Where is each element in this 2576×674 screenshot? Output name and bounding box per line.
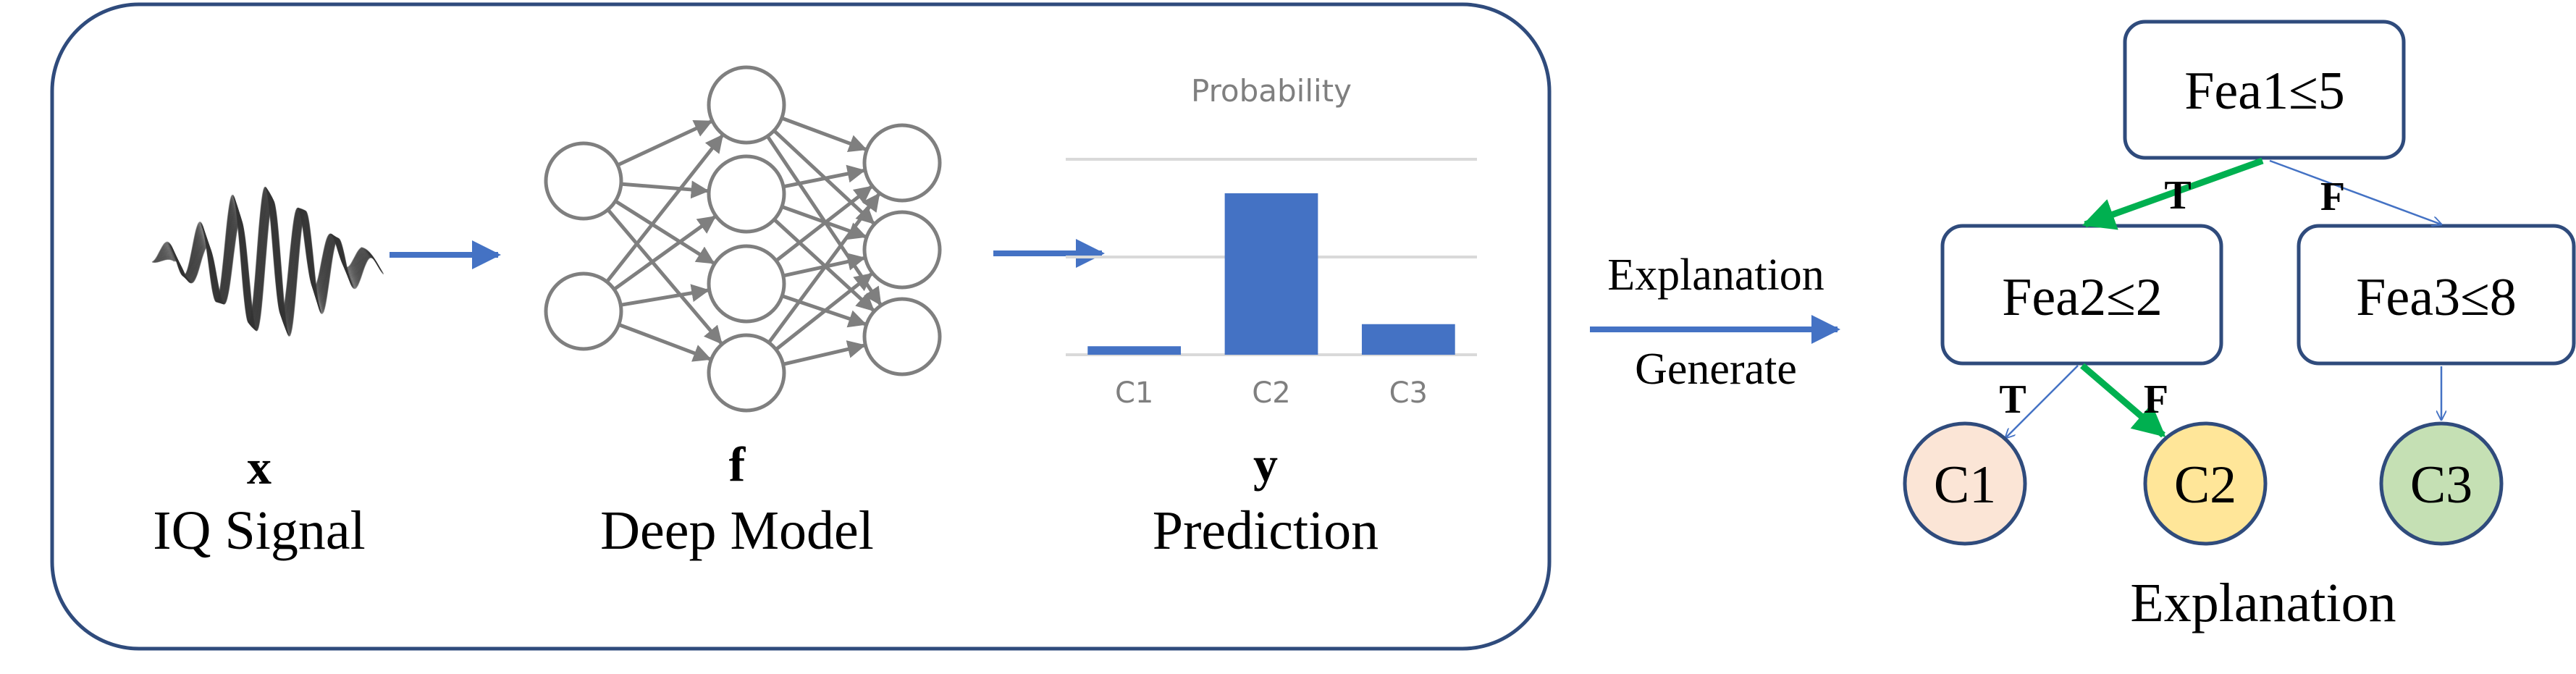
nn-edge [618, 323, 712, 362]
decision-tree: Fea1≤5 Fea2≤2 Fea3≤8 T F T F C1 C2 C3 Ex… [1903, 20, 2576, 633]
leaf-c2-label: C2 [2174, 455, 2236, 515]
nn-edge [605, 134, 724, 283]
nn-edge [620, 180, 710, 199]
leaf-c1-label: C1 [1934, 455, 1996, 515]
edge-label-root-right: F [2320, 174, 2345, 219]
output-symbol: y [1253, 437, 1278, 492]
tree-node-left-label: Fea2≤2 [2002, 268, 2162, 327]
nn-edge [614, 199, 715, 265]
nn-node [707, 154, 786, 234]
leaf-c3-label: C3 [2410, 455, 2472, 515]
edge-label-left-c1: T [1999, 377, 2026, 422]
chart-bar-c3 [1361, 324, 1455, 355]
tree-node-root-label: Fea1≤5 [2184, 62, 2344, 121]
edge-root-left [2082, 157, 2264, 230]
model-label: Deep Model [600, 500, 874, 561]
chart-tick-c2: C2 [1252, 376, 1290, 410]
tree-node-right-label: Fea3≤8 [2356, 268, 2516, 327]
nn-edge [773, 218, 875, 312]
edge-label-root-left: T [2164, 173, 2191, 218]
nn-node [862, 123, 942, 203]
input-symbol: x [247, 439, 272, 494]
nn-node [862, 297, 942, 376]
nn-node [707, 333, 786, 413]
nn-edge [775, 185, 873, 263]
nn-edge [613, 215, 717, 291]
pipeline-container [50, 2, 1552, 651]
nn-edge [767, 193, 880, 344]
generate-arrow-label: Generate [1635, 345, 1797, 394]
edge-left-c1 [2005, 365, 2079, 438]
nn-edge [606, 208, 723, 345]
nn-node [544, 271, 623, 351]
edge-root-right [2269, 159, 2441, 224]
chart-bar-c1 [1087, 346, 1182, 355]
explanation-arrow-label: Explanation [1607, 250, 1824, 300]
edge-left-c2 [2080, 363, 2166, 438]
probability-chart: Probability C1 C2 C3 [1066, 73, 1477, 410]
nn-edge [617, 119, 713, 167]
leaf-c3[interactable] [2379, 421, 2504, 546]
tree-node-left[interactable] [1940, 224, 2223, 366]
iq-signal-waveform-icon [151, 186, 384, 337]
nn-node [707, 65, 786, 145]
edge-label-left-c2: F [2144, 377, 2168, 422]
input-label: IQ Signal [153, 500, 365, 561]
chart-bar-c2 [1224, 193, 1318, 355]
nn-edge [775, 272, 873, 351]
nn-edge [783, 164, 866, 189]
model-symbol: f [729, 437, 746, 492]
chart-tick-c3: C3 [1389, 376, 1428, 410]
output-label: Prediction [1153, 500, 1379, 561]
tree-caption: Explanation [2130, 573, 2396, 633]
nn-node [544, 141, 623, 221]
nn-edge [780, 116, 867, 153]
nn-node [707, 244, 786, 324]
chart-tick-c1: C1 [1115, 376, 1153, 410]
nn-edge [620, 284, 710, 307]
nn-node [862, 210, 942, 290]
leaf-c2[interactable] [2143, 421, 2268, 546]
leaf-c1[interactable] [1903, 421, 2027, 546]
tree-node-root[interactable] [2123, 20, 2406, 160]
nn-edge [783, 340, 866, 366]
neural-network-icon [544, 65, 942, 413]
chart-title: Probability [1191, 73, 1352, 109]
